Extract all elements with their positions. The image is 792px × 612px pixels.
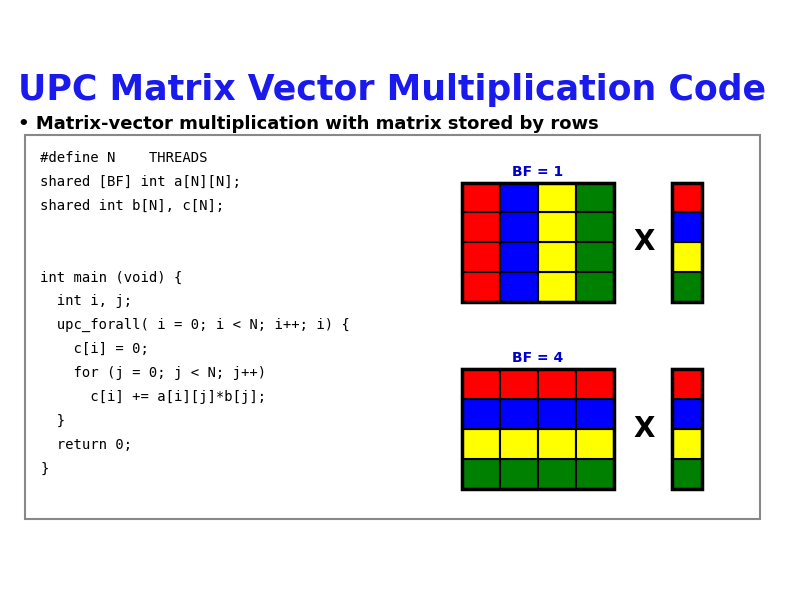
Bar <box>538 429 576 459</box>
Bar <box>576 242 614 272</box>
Bar <box>462 369 500 399</box>
Bar <box>672 272 702 302</box>
Text: X: X <box>634 415 655 443</box>
Bar <box>500 459 538 489</box>
Bar <box>755 32 778 38</box>
Bar <box>500 242 538 272</box>
Bar <box>462 182 614 302</box>
Text: • Matrix-vector multiplication with matrix stored by rows: • Matrix-vector multiplication with matr… <box>18 114 599 133</box>
Bar <box>576 212 614 242</box>
Bar <box>576 182 614 212</box>
Bar <box>755 13 778 20</box>
Bar <box>693 13 716 20</box>
Text: shared [BF] int a[N][N];: shared [BF] int a[N][N]; <box>40 174 241 188</box>
Text: upc_forall( i = 0; i < N; i++; i) {: upc_forall( i = 0; i < N; i++; i) { <box>40 318 350 332</box>
Bar <box>538 212 576 242</box>
Bar <box>462 272 500 302</box>
Text: BF = 4: BF = 4 <box>512 351 564 365</box>
Bar <box>538 369 576 399</box>
Bar <box>672 459 702 489</box>
Text: This material is based upon work supported by the Defense Advanced Research Proj: This material is based upon work support… <box>16 565 780 576</box>
Text: BF = 1: BF = 1 <box>512 165 564 179</box>
Bar <box>672 212 702 242</box>
Bar <box>462 459 500 489</box>
Bar <box>693 32 716 38</box>
Bar <box>576 399 614 429</box>
Bar <box>500 399 538 429</box>
Bar <box>462 399 500 429</box>
Bar <box>724 32 747 38</box>
Text: c[i] = 0;: c[i] = 0; <box>40 342 149 356</box>
Bar <box>672 429 702 459</box>
Bar <box>672 242 702 272</box>
Text: return 0;: return 0; <box>40 438 132 452</box>
Bar <box>500 272 538 302</box>
Bar <box>462 429 500 459</box>
Bar <box>672 182 702 212</box>
Text: int main (void) {: int main (void) { <box>40 271 182 285</box>
Bar <box>538 182 576 212</box>
Bar <box>538 459 576 489</box>
Text: for (j = 0; j < N; j++): for (j = 0; j < N; j++) <box>40 366 266 380</box>
Text: #define N    THREADS: #define N THREADS <box>40 151 208 165</box>
Bar <box>462 242 500 272</box>
Bar <box>693 4 716 11</box>
Text: UPC Matrix Vector Multiplication Code: UPC Matrix Vector Multiplication Code <box>18 73 766 106</box>
Bar <box>500 429 538 459</box>
Bar <box>500 182 538 212</box>
Bar <box>25 135 760 519</box>
Bar <box>724 23 747 29</box>
Text: Productive Parallel Programming in PGAS: Productive Parallel Programming in PGAS <box>77 13 369 26</box>
Text: c[i] += a[i][j]*b[j];: c[i] += a[i][j]*b[j]; <box>40 390 266 404</box>
Bar <box>672 182 702 302</box>
Bar <box>576 369 614 399</box>
Bar <box>538 399 576 429</box>
Bar <box>500 212 538 242</box>
Bar <box>538 242 576 272</box>
Bar <box>672 369 702 489</box>
Text: PACT 08: PACT 08 <box>8 13 60 26</box>
Bar <box>693 23 716 29</box>
Bar <box>462 369 614 489</box>
Bar <box>672 399 702 429</box>
Bar <box>672 369 702 399</box>
Bar <box>462 212 500 242</box>
Bar <box>500 369 538 399</box>
Bar <box>462 182 500 212</box>
Text: 21: 21 <box>752 586 772 600</box>
Bar <box>755 4 778 11</box>
Bar <box>538 272 576 302</box>
Text: }: } <box>40 462 48 476</box>
Bar <box>755 23 778 29</box>
Bar <box>576 272 614 302</box>
Text: int i, j;: int i, j; <box>40 294 132 308</box>
Text: shared int b[N], c[N];: shared int b[N], c[N]; <box>40 198 224 212</box>
Bar <box>724 4 747 11</box>
Bar <box>576 429 614 459</box>
Bar <box>576 459 614 489</box>
Bar <box>724 13 747 20</box>
Text: }: } <box>40 414 65 428</box>
Text: X: X <box>634 228 655 256</box>
